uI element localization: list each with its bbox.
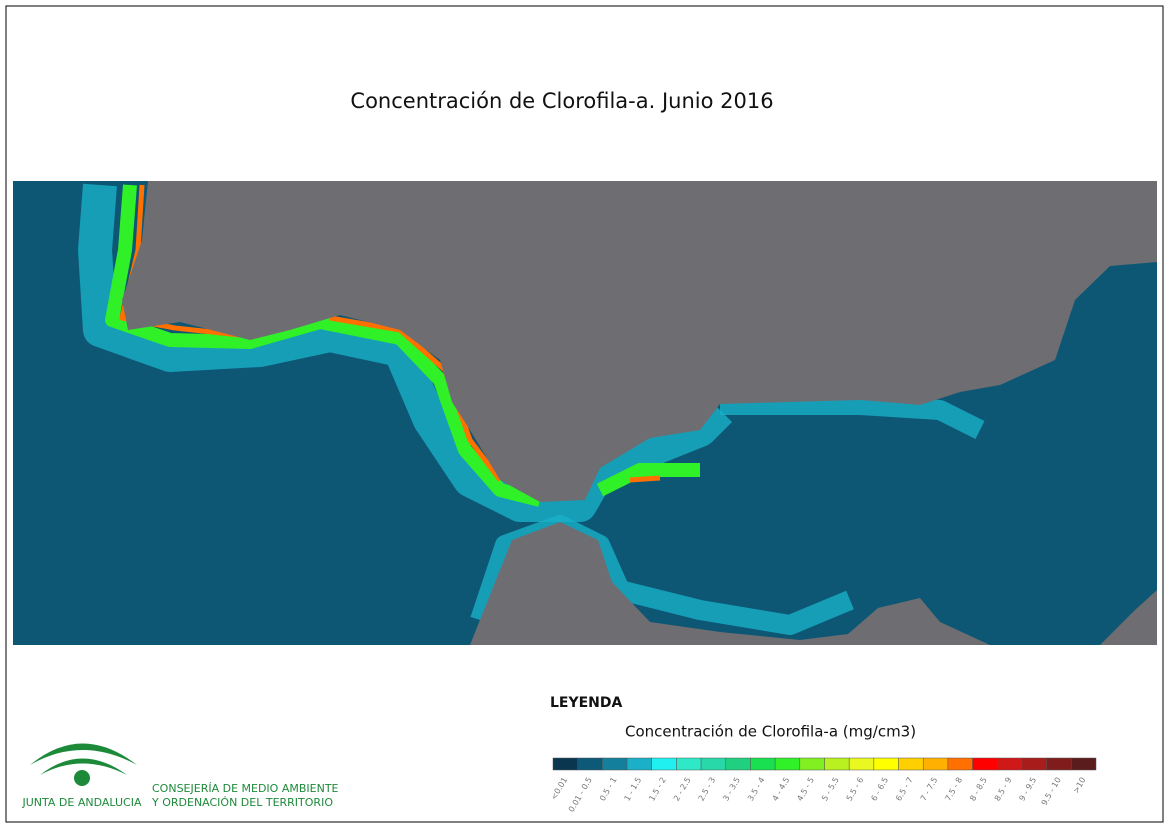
legend-swatch xyxy=(602,757,628,771)
legend-swatch xyxy=(577,757,603,771)
map-title: Concentración de Clorofila-a. Junio 2016 xyxy=(350,89,773,113)
logo-name: JUNTA DE ANDALUCIA xyxy=(22,796,142,809)
logo-arc xyxy=(30,743,137,765)
legend-swatch xyxy=(750,757,776,771)
legend-swatch xyxy=(997,757,1023,771)
legend-swatch xyxy=(725,757,751,771)
legend-swatch xyxy=(774,757,801,771)
legend-swatch xyxy=(947,757,973,771)
logo-line: Y ORDENACIÓN DEL TERRITORIO xyxy=(151,796,333,809)
map xyxy=(13,181,1157,645)
legend-swatch xyxy=(873,757,899,771)
logo-figure xyxy=(74,770,90,786)
legend-swatch xyxy=(898,757,924,771)
land xyxy=(1100,590,1157,645)
logo-arc xyxy=(40,758,127,775)
legend-swatch xyxy=(700,757,727,771)
coastal-band-outer xyxy=(78,183,733,522)
legend-swatch xyxy=(1071,757,1097,771)
logo-line: CONSEJERÍA DE MEDIO AMBIENTE xyxy=(152,782,339,795)
legend-swatch xyxy=(626,757,652,771)
legend-heading: LEYENDA xyxy=(550,695,623,711)
land xyxy=(470,522,990,645)
land xyxy=(122,181,1157,502)
legend-swatch xyxy=(1046,757,1072,771)
legend-swatch xyxy=(799,757,825,771)
legend-swatch xyxy=(972,757,998,771)
legend-title: Concentración de Clorofila-a (mg/cm3) xyxy=(625,723,916,741)
legend-swatch xyxy=(848,757,875,771)
legend-swatch xyxy=(824,757,850,771)
legend-swatch xyxy=(651,757,677,771)
logo: JUNTA DE ANDALUCIA CONSEJERÍA DE MEDIO A… xyxy=(22,743,339,809)
legend-swatch xyxy=(676,757,702,771)
legend-swatch xyxy=(1021,757,1047,771)
legend-swatch xyxy=(552,757,578,771)
legend-swatch xyxy=(922,757,949,771)
coastal-band-inner xyxy=(105,184,700,507)
